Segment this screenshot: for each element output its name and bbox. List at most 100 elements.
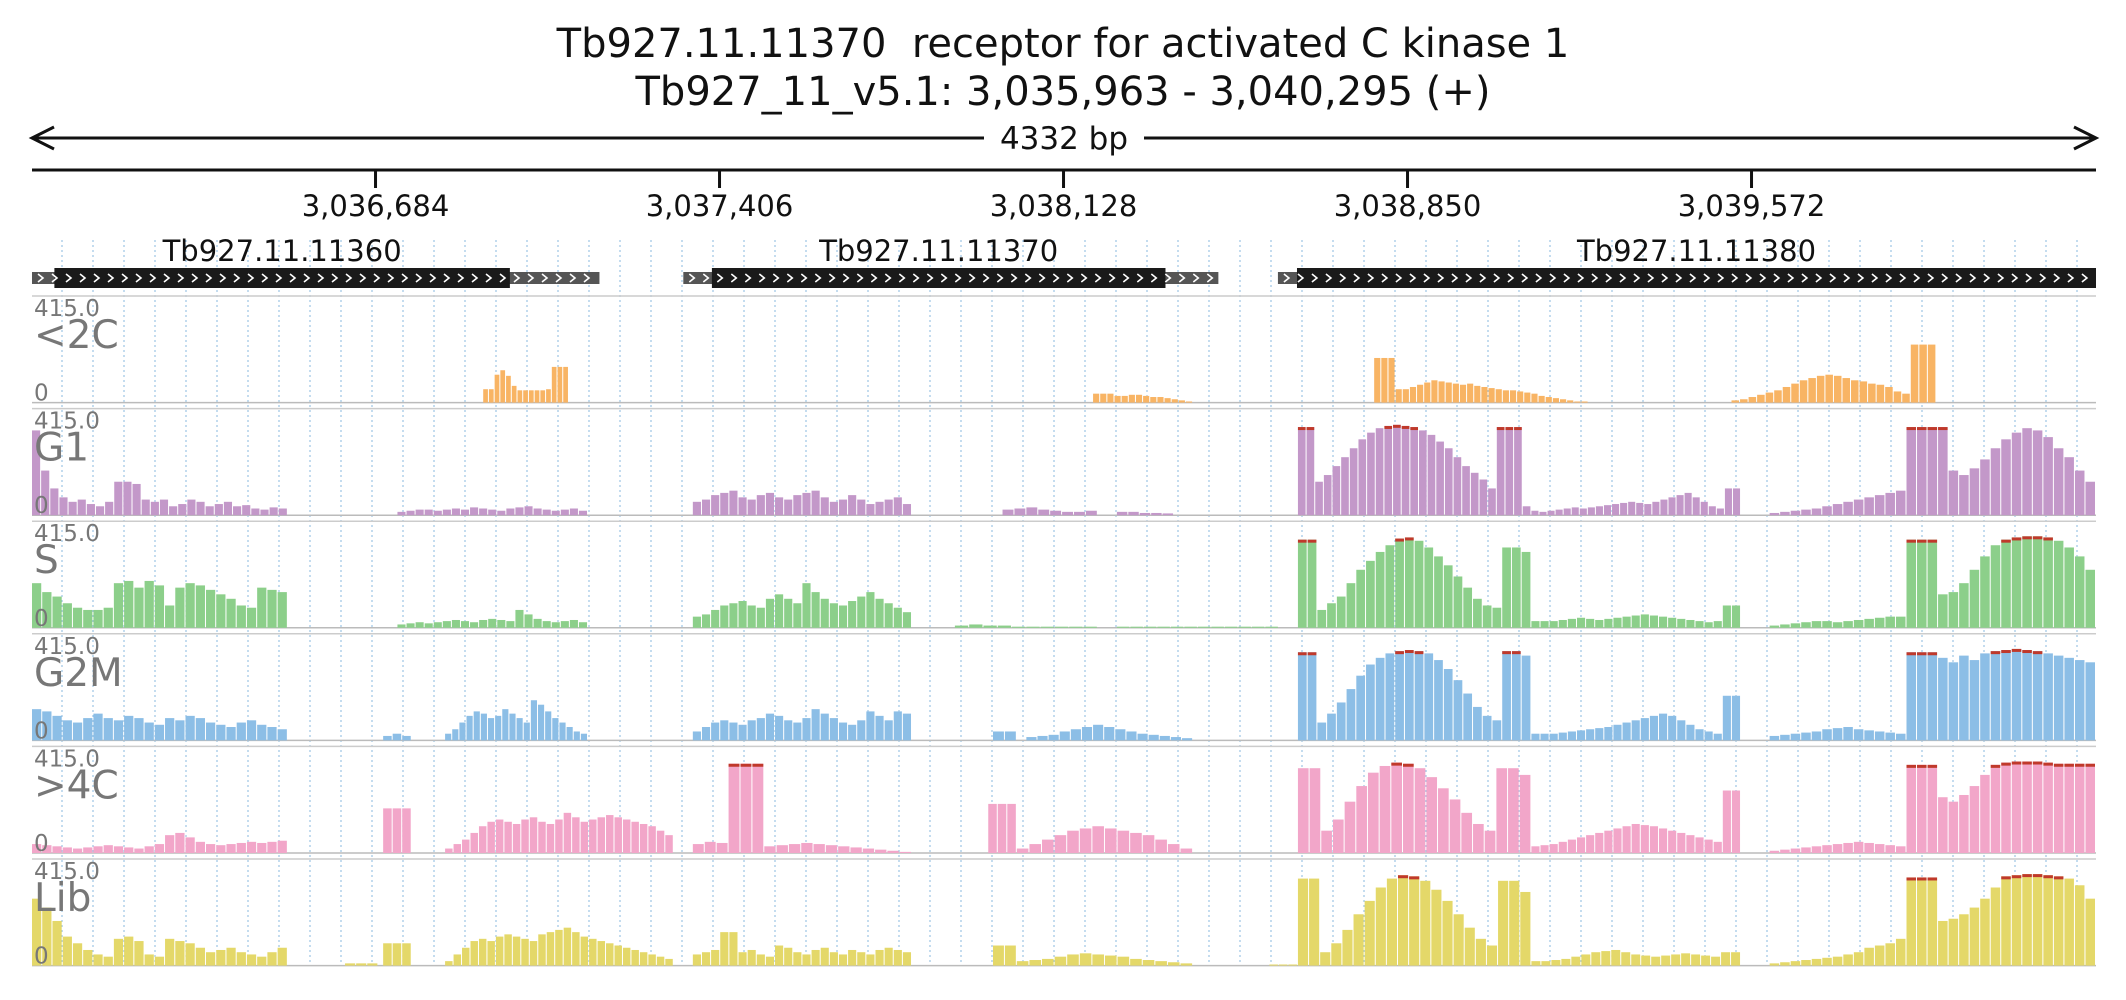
coverage-bar	[1731, 605, 1741, 628]
coverage-bar	[1695, 621, 1704, 628]
coverage-bar	[1062, 511, 1074, 516]
coverage-bar	[1612, 504, 1620, 516]
strand-arrow	[1150, 273, 1158, 283]
clip-marker	[1927, 877, 1938, 881]
coverage-bar	[1631, 954, 1641, 966]
strand-arrow	[1493, 273, 1501, 283]
coverage-bar	[838, 605, 848, 628]
coverage-bar	[479, 619, 488, 628]
strand-arrow	[499, 273, 507, 283]
coverage-bar	[1486, 945, 1498, 966]
strand-arrow	[1955, 273, 1963, 283]
coverage-bar	[1514, 427, 1522, 516]
coverage-bar	[506, 375, 511, 403]
coverage-bar	[383, 808, 392, 853]
coverage-bar	[1774, 390, 1782, 403]
coverage-bar	[216, 594, 226, 628]
coverage-bar	[205, 506, 214, 516]
coverage-bar	[1509, 390, 1517, 403]
coverage-bar	[1832, 728, 1843, 741]
coverage-bar	[1668, 617, 1677, 628]
coverage-bar	[226, 598, 236, 628]
coverage-bar	[1780, 624, 1790, 628]
coverage-bar	[1895, 938, 1906, 966]
strand-arrow	[912, 273, 920, 283]
coverage-bar	[1128, 511, 1139, 516]
coverage-bar	[1130, 958, 1142, 966]
coverage-bar	[2074, 470, 2085, 516]
coverage-bar	[1167, 962, 1180, 966]
coverage-bar	[523, 390, 528, 403]
coverage-bar	[1431, 889, 1442, 966]
coverage-bar	[563, 812, 572, 853]
strand-arrow	[261, 273, 269, 283]
coverage-bar	[622, 947, 631, 966]
coverage-bar	[1540, 621, 1549, 628]
coverage-bar	[1332, 819, 1344, 853]
strand-arrow	[1521, 273, 1529, 283]
coverage-bar	[756, 607, 765, 628]
strand-arrow	[702, 273, 710, 283]
coverage-bar	[1366, 664, 1375, 741]
coverage-bar	[402, 808, 411, 853]
coverage-bar	[902, 952, 912, 966]
coverage-bar	[1651, 956, 1661, 966]
coverage-bar	[1659, 828, 1668, 853]
strand-arrow	[555, 273, 563, 283]
coverage-bar	[1938, 920, 1948, 966]
coverage-bar	[478, 938, 487, 966]
span-label: 4332 bp	[1000, 121, 1128, 157]
coverage-bar	[1545, 397, 1552, 403]
coverage-bar	[267, 727, 277, 741]
coverage-bar	[848, 949, 857, 966]
strand-arrow	[1829, 273, 1837, 283]
strand-arrow	[1703, 273, 1711, 283]
coverage-bar	[1424, 653, 1434, 741]
gene-label: Tb927.11.11370	[818, 234, 1058, 268]
strand-arrow	[898, 273, 906, 283]
coverage-bar	[720, 720, 729, 741]
coverage-bar	[267, 952, 277, 966]
coverage-bar	[820, 598, 829, 628]
clip-marker	[752, 763, 764, 767]
coverage-bar	[236, 842, 246, 853]
strand-arrow	[1927, 273, 1935, 283]
coverage-bar	[1567, 400, 1574, 403]
coverage-bar	[1660, 499, 1668, 516]
coverage-bar	[1701, 955, 1711, 966]
strand-arrow	[744, 273, 752, 283]
coverage-bar	[93, 954, 103, 966]
coverage-bar	[1467, 383, 1474, 403]
coverage-bar	[2053, 540, 2064, 628]
strand-arrow	[219, 273, 227, 283]
coverage-bar	[2022, 650, 2032, 741]
coverage-bar	[1990, 448, 2001, 516]
coverage-bar	[1571, 507, 1579, 516]
coverage-bar	[747, 949, 756, 966]
coverage-bar	[552, 718, 559, 741]
coverage-bar	[1492, 720, 1502, 741]
coverage-bar	[1386, 878, 1397, 966]
coverage-bar	[1832, 844, 1843, 853]
coverage-bar	[1104, 727, 1115, 741]
clip-marker	[2011, 537, 2022, 541]
coverage-bar	[692, 616, 701, 628]
coverage-bar	[793, 952, 802, 966]
strand-arrow	[93, 273, 101, 283]
coverage-bar	[1159, 735, 1170, 741]
coverage-bar	[656, 956, 665, 966]
clip-marker	[1906, 764, 1917, 768]
coverage-bar	[1356, 786, 1367, 853]
strand-arrow	[233, 273, 241, 283]
coverage-bar	[793, 722, 802, 741]
coverage-bar	[113, 583, 124, 628]
coverage-bar	[1496, 768, 1508, 853]
coverage-bar	[453, 844, 462, 853]
strand-arrow	[968, 273, 976, 283]
coverage-bar	[175, 720, 185, 741]
coverage-bar	[1341, 457, 1349, 516]
coverage-bar	[902, 612, 912, 628]
coverage-bar	[1157, 397, 1164, 403]
coverage-bar	[639, 952, 648, 966]
clip-marker	[1917, 764, 1927, 768]
